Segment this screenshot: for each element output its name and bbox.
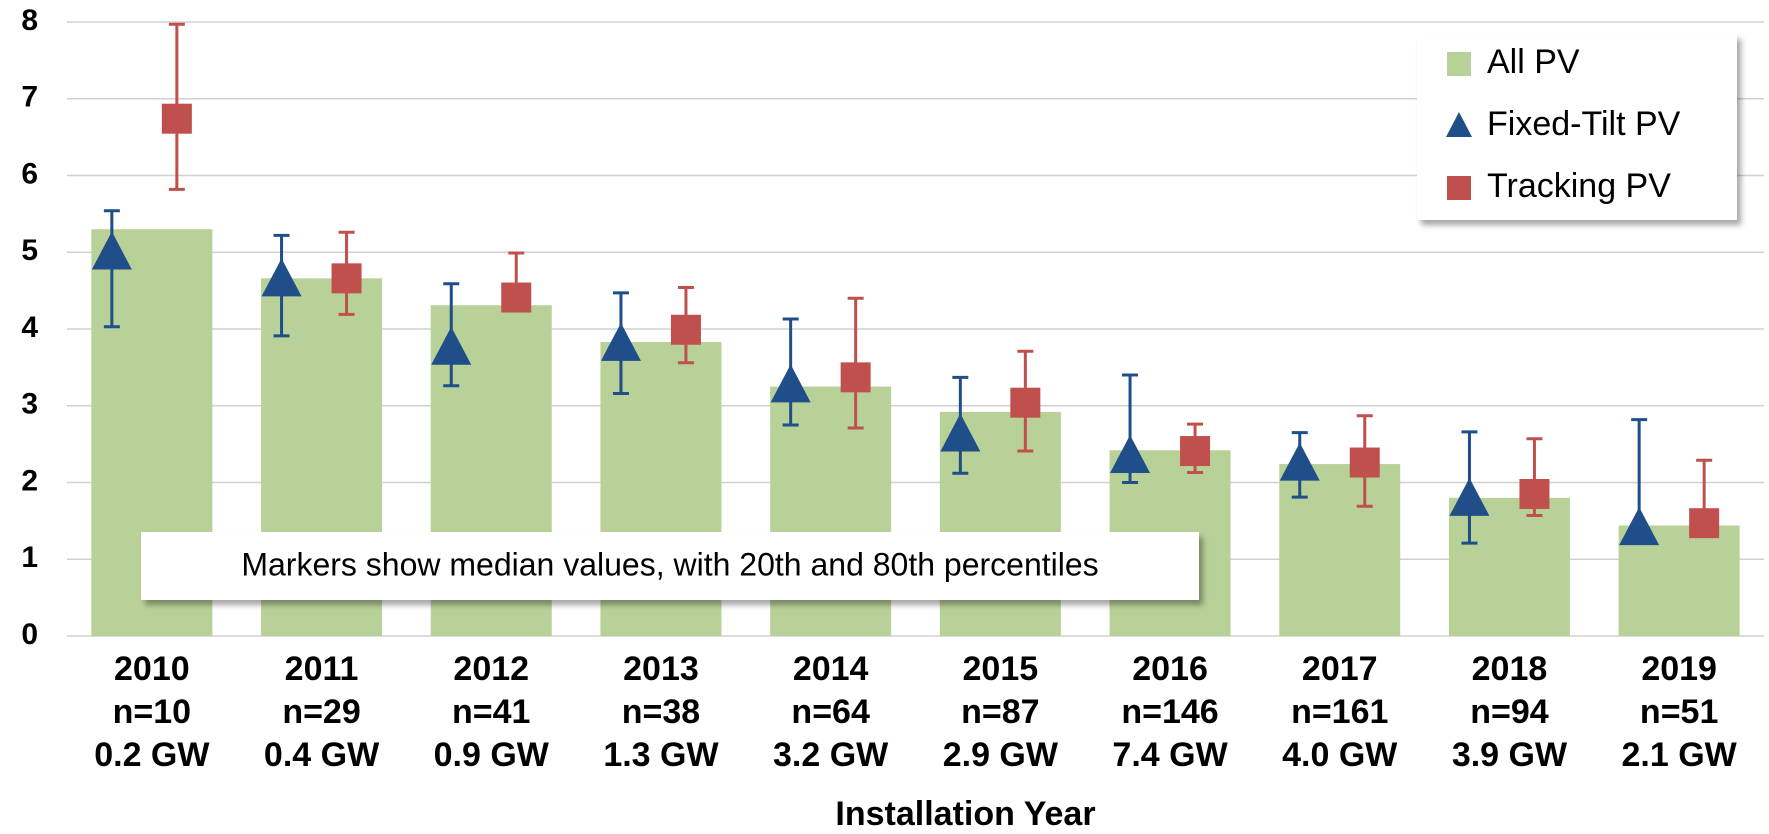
square-marker: [501, 282, 532, 313]
x-count-label: n=51: [1640, 693, 1718, 731]
square-marker: [331, 263, 362, 294]
triangle-marker: [1110, 434, 1151, 473]
x-capacity-label: 0.9 GW: [434, 736, 550, 774]
x-tick-label: 2011: [285, 650, 359, 688]
y-tick-label: 4: [21, 311, 38, 344]
legend-label: All PV: [1487, 43, 1580, 81]
y-tick-label: 6: [21, 157, 38, 190]
x-tick-label: 2013: [623, 650, 699, 688]
x-capacity-label: 0.4 GW: [264, 736, 380, 774]
x-capacity-label: 2.9 GW: [943, 736, 1059, 774]
y-tick-label: 1: [21, 541, 38, 574]
x-count-label: n=146: [1121, 693, 1218, 731]
x-count-label: n=29: [282, 693, 360, 731]
triangle-marker: [770, 364, 811, 403]
y-tick-label: 7: [21, 81, 38, 114]
x-axis-title: Installation Year: [835, 795, 1095, 833]
x-tick-label: 2014: [793, 650, 869, 688]
x-tick-label: 2010: [114, 650, 190, 688]
bar: [1448, 497, 1570, 636]
triangle-marker: [91, 231, 132, 270]
bar: [1279, 464, 1401, 636]
legend-label: Fixed-Tilt PV: [1487, 105, 1681, 143]
y-tick-label: 3: [21, 388, 38, 421]
x-count-label: n=38: [622, 693, 700, 731]
x-capacity-label: 2.1 GW: [1622, 736, 1738, 774]
x-tick-label: 2016: [1132, 650, 1208, 688]
annotation-box: [141, 532, 1199, 600]
overlay: Markers show median values, with 20th an…: [141, 34, 1737, 600]
x-count-label: n=87: [961, 693, 1039, 731]
square-marker: [1689, 508, 1720, 539]
x-count-label: n=41: [452, 693, 530, 731]
x-tick-label: 2012: [453, 650, 529, 688]
x-tick-label: 2018: [1472, 650, 1548, 688]
legend-triangle: [1446, 112, 1472, 137]
legend-bar: [1447, 52, 1471, 76]
y-tick-label: 2: [21, 464, 38, 497]
x-tick-label: 2019: [1641, 650, 1717, 688]
triangle-marker: [940, 413, 981, 452]
x-tick-label: 2015: [963, 650, 1039, 688]
square-marker: [1010, 387, 1041, 418]
marks: [91, 22, 1740, 636]
triangle-marker: [1449, 477, 1490, 516]
square-marker: [840, 362, 871, 393]
y-tick-label: 5: [21, 234, 38, 267]
x-count-label: n=10: [113, 693, 191, 731]
square-marker: [1349, 447, 1380, 478]
triangle-marker: [261, 258, 302, 297]
y-tick-label: 8: [21, 4, 38, 37]
square-marker: [1519, 479, 1550, 510]
triangle-marker: [600, 322, 641, 361]
x-capacity-label: 7.4 GW: [1112, 736, 1228, 774]
legend-label: Tracking PV: [1487, 167, 1671, 205]
square-marker: [1180, 436, 1211, 467]
square-marker: [161, 103, 192, 134]
triangle-marker: [431, 326, 472, 365]
x-capacity-label: 1.3 GW: [603, 736, 719, 774]
x-count-label: n=161: [1291, 693, 1388, 731]
y-tick-label: 0: [21, 618, 38, 651]
triangle-marker: [1619, 507, 1660, 546]
x-capacity-label: 4.0 GW: [1282, 736, 1398, 774]
triangle-marker: [1279, 442, 1320, 481]
x-capacity-label: 3.2 GW: [773, 736, 889, 774]
annotation: Markers show median values, with 20th an…: [241, 546, 1098, 582]
x-count-label: n=64: [791, 693, 870, 731]
x-capacity-label: 0.2 GW: [94, 736, 210, 774]
x-capacity-label: 3.9 GW: [1452, 736, 1568, 774]
x-count-label: n=94: [1470, 693, 1549, 731]
x-tick-label: 2017: [1302, 650, 1378, 688]
square-marker: [670, 314, 701, 345]
legend-square: [1447, 176, 1471, 200]
